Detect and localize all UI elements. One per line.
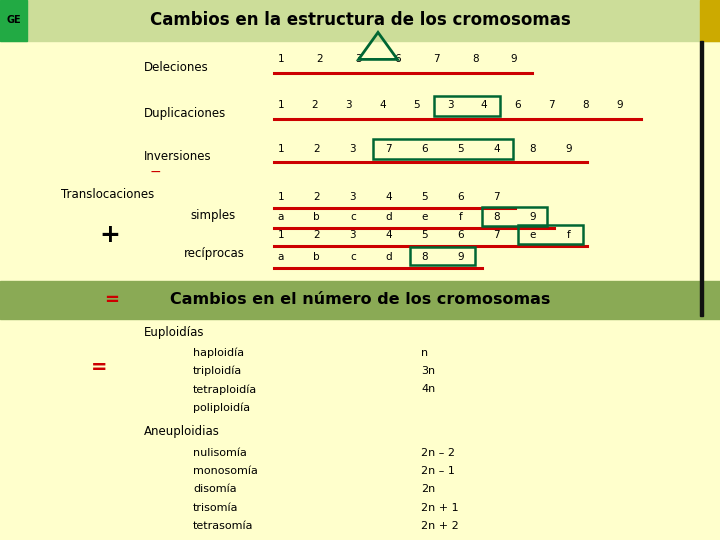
Text: tetrasomía: tetrasomía	[193, 521, 253, 531]
Text: 4: 4	[385, 192, 392, 201]
Text: 5: 5	[421, 230, 428, 240]
Text: triploidía: triploidía	[193, 366, 242, 376]
Bar	[0, 281, 720, 319]
Bar	[373, 139, 513, 159]
Text: d: d	[385, 212, 392, 222]
Text: Aneuploidias: Aneuploidias	[144, 426, 220, 438]
Bar	[700, 40, 703, 316]
Text: 6: 6	[421, 144, 428, 153]
Bar	[410, 247, 475, 265]
Text: 3: 3	[355, 55, 362, 64]
Text: GE: GE	[6, 15, 21, 25]
Text: 5: 5	[421, 192, 428, 201]
Text: 3: 3	[349, 230, 356, 240]
Text: 2n + 2: 2n + 2	[421, 521, 459, 531]
Text: 6: 6	[514, 100, 521, 110]
Text: 1: 1	[277, 192, 284, 201]
Bar	[0, 0, 27, 40]
Text: 9: 9	[565, 144, 572, 153]
Text: Inversiones: Inversiones	[144, 150, 212, 163]
Text: 5: 5	[457, 144, 464, 153]
Text: 7: 7	[548, 100, 555, 110]
Text: 2: 2	[313, 144, 320, 153]
Bar	[482, 207, 547, 226]
Text: 8: 8	[472, 55, 479, 64]
Text: 3: 3	[345, 100, 352, 110]
Text: Deleciones: Deleciones	[144, 61, 209, 74]
Text: e: e	[422, 212, 428, 222]
Text: a: a	[278, 212, 284, 222]
Bar	[0, 0, 720, 40]
Text: Cambios en la estructura de los cromosomas: Cambios en la estructura de los cromosom…	[150, 11, 570, 29]
Text: 3n: 3n	[421, 366, 436, 376]
Text: f: f	[567, 230, 571, 240]
Text: 4: 4	[379, 100, 386, 110]
Text: poliploidía: poliploidía	[193, 402, 250, 413]
Text: 8: 8	[493, 212, 500, 222]
Text: 5: 5	[413, 100, 420, 110]
Text: disomía: disomía	[193, 484, 237, 494]
Text: 6: 6	[457, 230, 464, 240]
Text: 4: 4	[385, 230, 392, 240]
Text: 8: 8	[421, 252, 428, 261]
Text: monosomía: monosomía	[193, 466, 258, 476]
Text: 3: 3	[349, 192, 356, 201]
Bar	[434, 96, 500, 116]
Text: 9: 9	[616, 100, 623, 110]
Text: 8: 8	[529, 144, 536, 153]
Text: b: b	[313, 252, 320, 261]
Text: 2n – 1: 2n – 1	[421, 466, 455, 476]
Text: recíprocas: recíprocas	[184, 247, 245, 260]
Text: 2: 2	[316, 55, 323, 64]
Text: 4: 4	[493, 144, 500, 153]
Text: 2n + 1: 2n + 1	[421, 503, 459, 512]
Text: n: n	[421, 348, 428, 357]
Text: f: f	[459, 212, 463, 222]
Text: Euploidías: Euploidías	[144, 326, 204, 339]
Text: 2n – 2: 2n – 2	[421, 448, 455, 457]
Text: 9: 9	[510, 55, 518, 64]
Text: 6: 6	[394, 55, 401, 64]
Text: 7: 7	[493, 230, 500, 240]
Text: a: a	[278, 252, 284, 261]
Text: 1: 1	[277, 55, 284, 64]
Text: 4: 4	[480, 100, 487, 110]
Text: 2: 2	[313, 192, 320, 201]
Text: 2n: 2n	[421, 484, 436, 494]
Text: trisomía: trisomía	[193, 503, 238, 512]
Bar	[518, 225, 583, 244]
Text: c: c	[350, 252, 356, 261]
Text: haploidía: haploidía	[193, 347, 244, 358]
Text: simples: simples	[191, 210, 236, 222]
Bar	[700, 0, 720, 40]
Text: 7: 7	[493, 192, 500, 201]
Text: nulisomía: nulisomía	[193, 448, 247, 457]
Text: 3: 3	[349, 144, 356, 153]
Text: 4n: 4n	[421, 384, 436, 394]
Text: 7: 7	[433, 55, 440, 64]
Text: 9: 9	[529, 212, 536, 222]
Text: −: −	[149, 165, 161, 179]
Text: 7: 7	[385, 144, 392, 153]
Text: Translocaciones: Translocaciones	[61, 188, 155, 201]
Text: =: =	[91, 357, 107, 377]
Text: tetraploidía: tetraploidía	[193, 384, 257, 395]
Text: 2: 2	[313, 230, 320, 240]
Text: 2: 2	[311, 100, 318, 110]
Text: 8: 8	[582, 100, 589, 110]
Text: 3: 3	[446, 100, 454, 110]
Text: d: d	[385, 252, 392, 261]
Text: +: +	[99, 223, 120, 247]
Text: e: e	[530, 230, 536, 240]
Text: 1: 1	[277, 100, 284, 110]
Text: Duplicaciones: Duplicaciones	[144, 107, 226, 120]
Text: =: =	[104, 291, 119, 309]
Text: 6: 6	[457, 192, 464, 201]
Text: b: b	[313, 212, 320, 222]
Text: 1: 1	[277, 230, 284, 240]
Text: c: c	[350, 212, 356, 222]
Text: 1: 1	[277, 144, 284, 153]
Text: Cambios en el número de los cromosomas: Cambios en el número de los cromosomas	[170, 292, 550, 307]
Text: 9: 9	[457, 252, 464, 261]
